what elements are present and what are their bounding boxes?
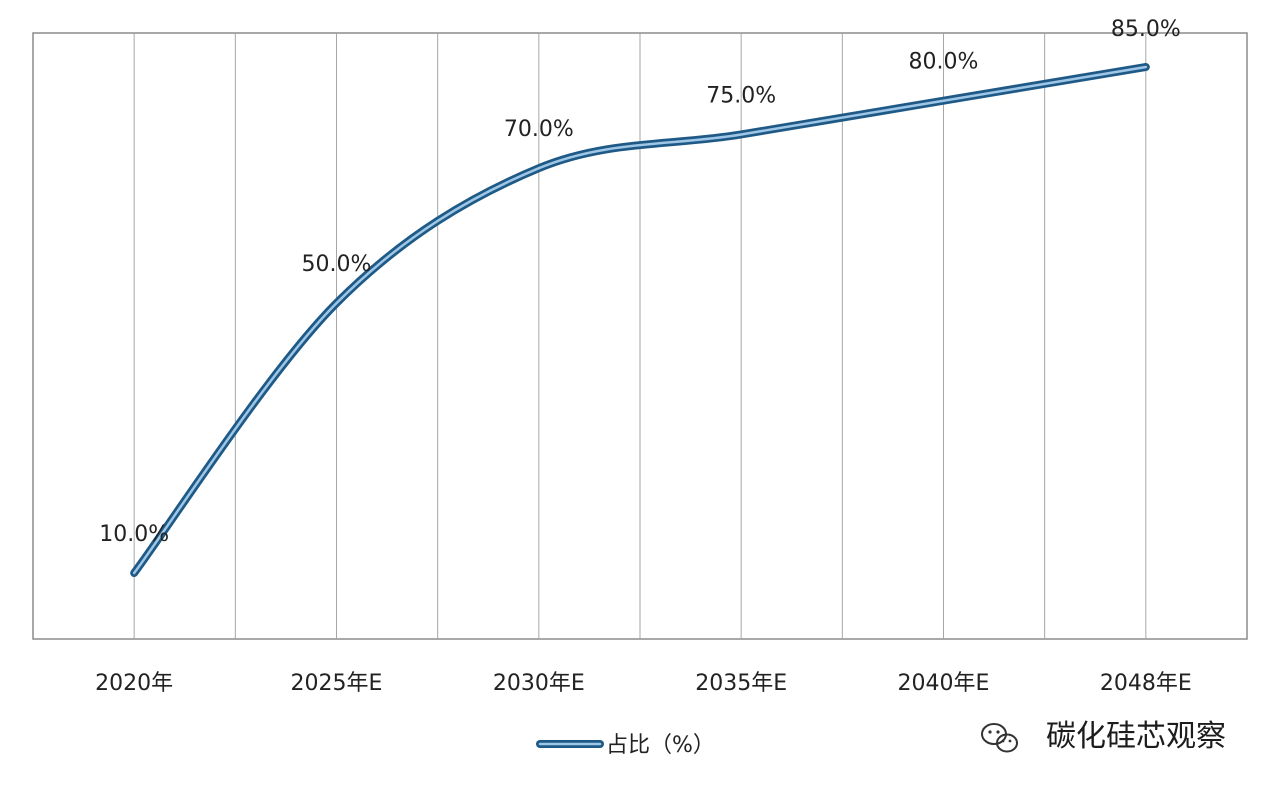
legend-label: 占比（%） (606, 733, 715, 758)
x-axis-tick-labels: 2020年 2025年E 2030年E 2035年E 2040年E 2048年E (95, 671, 1192, 696)
x-tick-label: 2040年E (898, 671, 990, 696)
x-tick-label: 2048年E (1100, 671, 1192, 696)
data-labels: 10.0% 50.0% 70.0% 75.0% 80.0% 85.0% (99, 17, 1181, 547)
watermark: 碳化硅芯观察 (981, 719, 1226, 754)
data-label: 70.0% (504, 117, 574, 142)
data-label: 10.0% (99, 522, 169, 547)
wechat-icon (981, 723, 1018, 753)
x-tick-label: 2035年E (695, 671, 787, 696)
data-label: 80.0% (909, 50, 979, 75)
x-tick-label: 2020年 (95, 671, 173, 696)
data-label: 75.0% (706, 83, 776, 108)
x-tick-label: 2025年E (291, 671, 383, 696)
series-line-group (130, 63, 1150, 577)
data-label: 85.0% (1111, 17, 1181, 42)
watermark-text: 碳化硅芯观察 (1046, 719, 1226, 754)
x-tick-label: 2030年E (493, 671, 585, 696)
series-line (132, 65, 1148, 575)
data-label: 50.0% (302, 252, 372, 277)
legend: 占比（%） (536, 733, 715, 758)
vertical-gridlines (133, 33, 1147, 639)
